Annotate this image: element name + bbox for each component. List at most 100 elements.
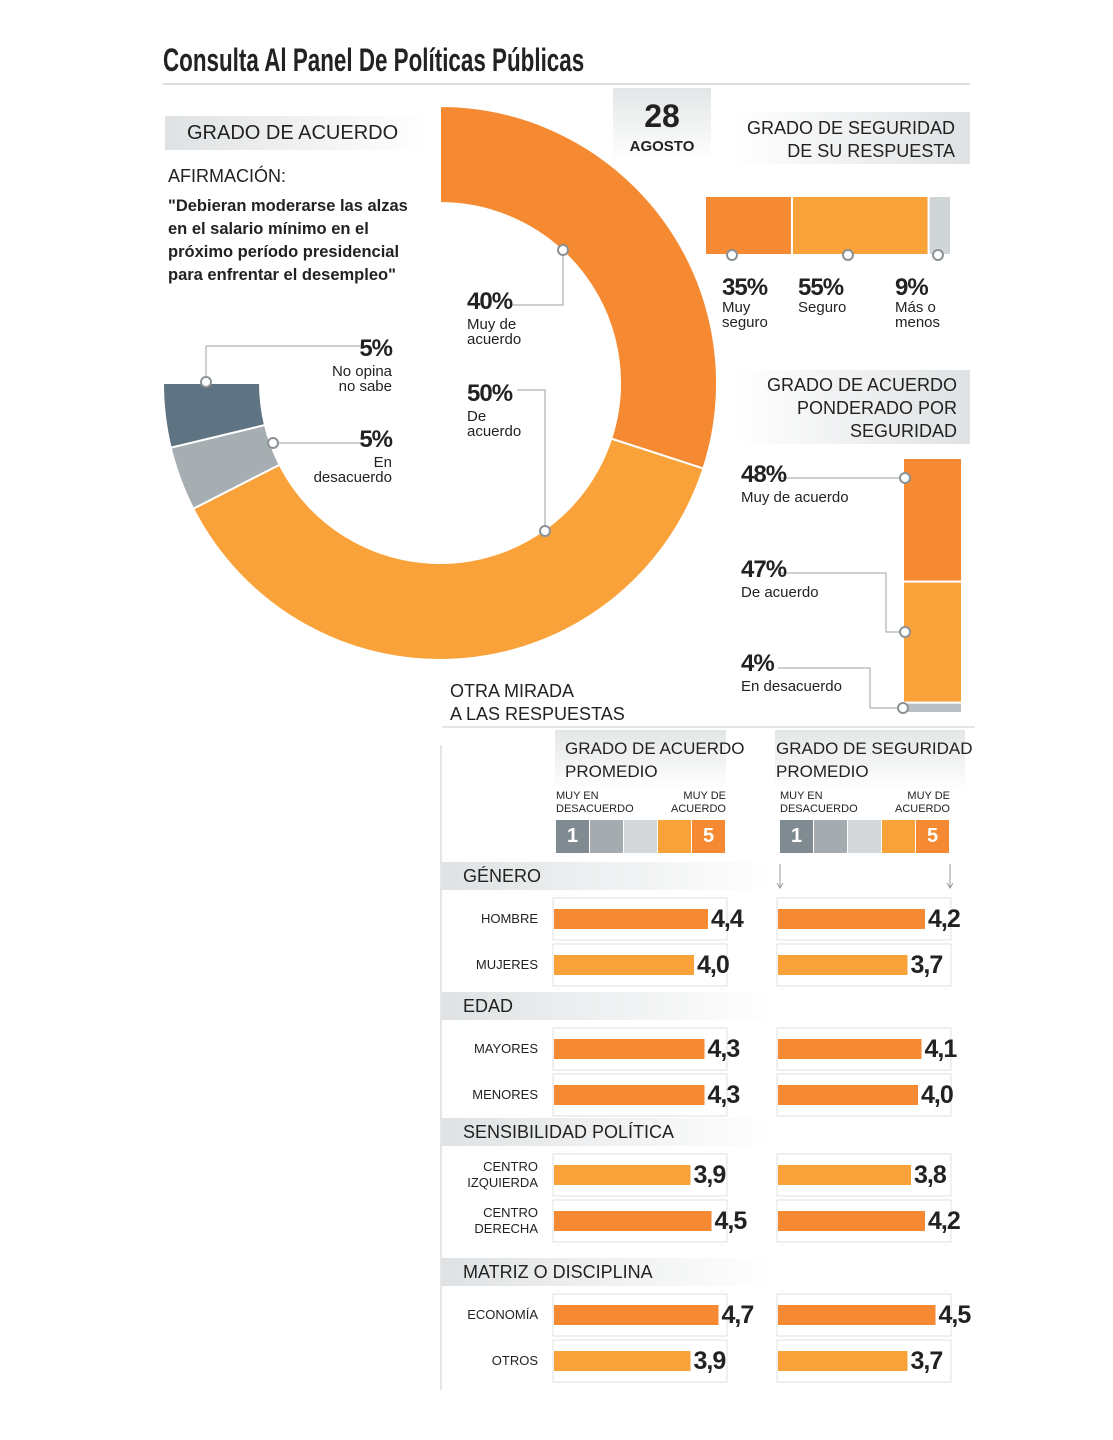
- bar: [778, 909, 925, 929]
- bar: [554, 1211, 712, 1231]
- group-label: GÉNERO: [463, 866, 542, 886]
- value-label: 3,7: [910, 951, 944, 979]
- panel-title: GRADO DE ACUERDO: [187, 122, 399, 144]
- value-label: 55%: [798, 274, 844, 301]
- value-label: 50%: [467, 380, 513, 407]
- value-label: 48%: [741, 461, 787, 488]
- bar: [554, 1085, 705, 1105]
- value-label: 4,3: [707, 1035, 741, 1063]
- donut-segment: [191, 437, 705, 661]
- bar: [554, 1039, 705, 1059]
- leader-marker: [842, 249, 854, 261]
- bar: [778, 1085, 918, 1105]
- value-label: 4,0: [921, 1081, 954, 1109]
- scale-swatch: [658, 820, 691, 853]
- leader-marker: [726, 249, 738, 261]
- value-label: 35%: [722, 274, 768, 301]
- scale-value: 1: [566, 825, 579, 847]
- scale-value: 5: [926, 825, 939, 847]
- value-label: 4,7: [721, 1301, 755, 1329]
- group-band: [442, 1258, 775, 1286]
- row-frame: [552, 1027, 728, 1071]
- category-label: De acuerdo: [467, 408, 522, 440]
- scale-value: 1: [790, 825, 803, 847]
- category-label: Seguro: [798, 299, 847, 316]
- panel-title: GRADO DE SEGURIDAD PROMEDIO: [776, 739, 973, 781]
- leader-line: [778, 667, 903, 709]
- row-frame: [776, 1073, 952, 1117]
- value-label: 9%: [895, 274, 929, 301]
- leader-marker: [899, 472, 911, 484]
- value-label: 4%: [741, 650, 775, 677]
- category-label: No opina no sabe: [331, 363, 392, 395]
- value-label: 40%: [467, 288, 513, 315]
- scale-swatch: [814, 820, 847, 853]
- bar: [554, 1351, 691, 1371]
- donut-segment: [439, 104, 718, 470]
- leader-marker: [539, 525, 551, 537]
- value-label: 5%: [359, 426, 393, 453]
- row-frame: [552, 1073, 728, 1117]
- date-day: 28: [644, 98, 680, 134]
- bar: [778, 1211, 925, 1231]
- value-label: 4,2: [928, 1207, 961, 1235]
- group-label: SENSIBILIDAD POLÍTICA: [463, 1122, 675, 1142]
- bar: [554, 1165, 691, 1185]
- scale-swatch: [916, 820, 949, 853]
- category-label: MUJERES: [475, 957, 538, 972]
- category-label: HOMBRE: [480, 911, 538, 926]
- leader-marker: [899, 626, 911, 638]
- value-label: 4,5: [714, 1207, 748, 1235]
- category-label: MAYORES: [473, 1041, 538, 1056]
- scale-swatch: [624, 820, 657, 853]
- value-label: 5%: [359, 335, 393, 362]
- scale-swatch: [848, 820, 881, 853]
- scale-label: MUY EN DESACUERDO: [556, 790, 634, 815]
- bar: [554, 955, 694, 975]
- panel-title: GRADO DE ACUERDO PONDERADO POR SEGURIDAD: [766, 375, 957, 441]
- bar: [778, 955, 908, 975]
- bar-segment: [927, 195, 952, 256]
- category-label: En desacuerdo: [313, 454, 392, 486]
- category-label: ECONOMÍA: [467, 1307, 538, 1322]
- group-label: MATRIZ O DISCIPLINA: [463, 1262, 653, 1282]
- date-month: AGOSTO: [629, 138, 695, 155]
- category-label: Muy de acuerdo: [467, 316, 522, 348]
- scale-label: MUY DE ACUERDO: [670, 790, 726, 815]
- bar-segment: [790, 195, 930, 256]
- date-box: [613, 88, 711, 162]
- header-box: [165, 116, 427, 150]
- bar: [554, 909, 708, 929]
- header-box: [735, 370, 970, 444]
- row-frame: [552, 897, 728, 941]
- header-box: [555, 730, 726, 790]
- header-box: [733, 112, 970, 164]
- row-frame: [776, 1153, 952, 1197]
- statement-label: AFIRMACIÓN:: [168, 166, 287, 186]
- bar-segment: [902, 457, 963, 583]
- bar-segment: [902, 580, 963, 704]
- category-label: De acuerdo: [741, 584, 819, 601]
- leader-line: [510, 250, 564, 306]
- group-band: [442, 992, 775, 1020]
- row-frame: [776, 943, 952, 987]
- value-label: 3,7: [910, 1347, 944, 1375]
- value-label: 47%: [741, 556, 787, 583]
- value-label: 4,3: [707, 1081, 741, 1109]
- value-label: 3,8: [914, 1161, 947, 1189]
- category-label: Muy de acuerdo: [741, 489, 849, 506]
- panel-title: GRADO DE SEGURIDAD DE SU RESPUESTA: [746, 118, 955, 161]
- scale-value: 5: [702, 825, 715, 847]
- row-frame: [552, 1293, 728, 1337]
- category-label: Muy seguro: [722, 299, 768, 331]
- leader-marker: [897, 702, 909, 714]
- scale-swatch: [780, 820, 813, 853]
- value-label: 3,9: [693, 1161, 727, 1189]
- row-frame: [552, 943, 728, 987]
- category-label: Más o menos: [895, 299, 941, 331]
- scale-swatch: [556, 820, 589, 853]
- value-label: 4,1: [924, 1035, 958, 1063]
- scale-label: MUY EN DESACUERDO: [780, 790, 858, 815]
